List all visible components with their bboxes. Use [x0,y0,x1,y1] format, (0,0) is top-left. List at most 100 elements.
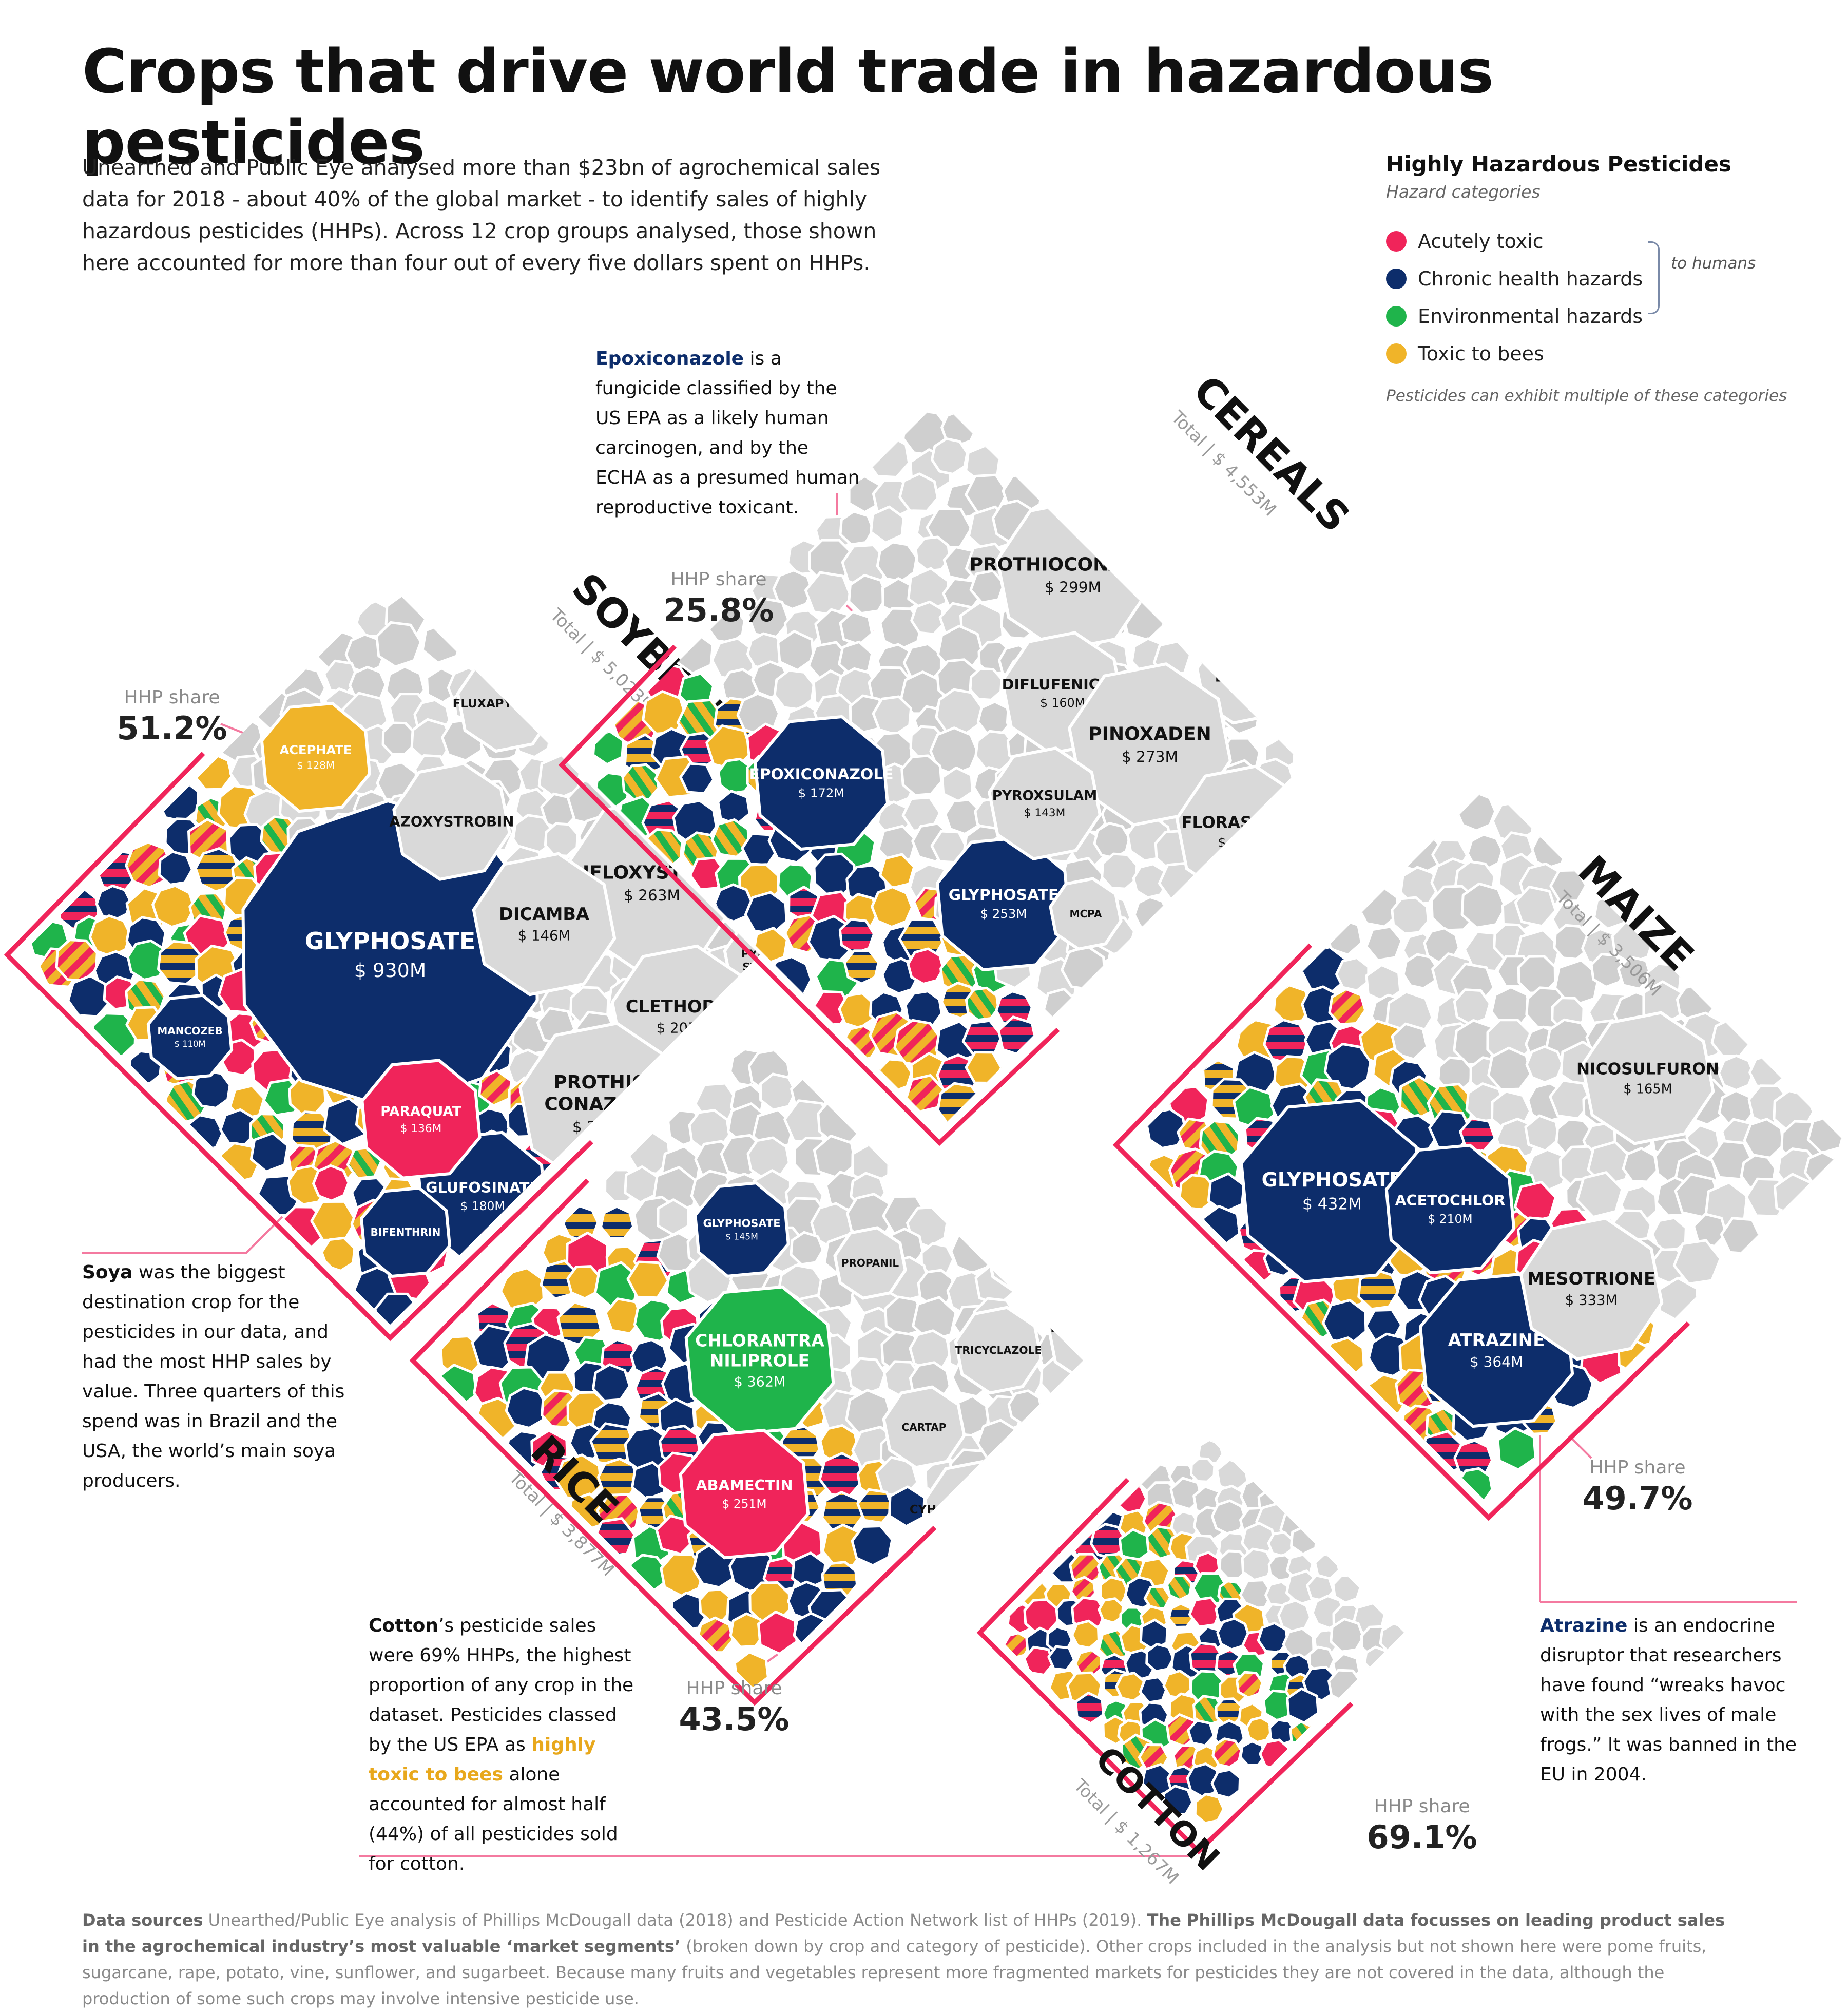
non-hhp-cell [1379,1622,1404,1655]
non-hhp-named-cell [392,762,511,881]
hhp-cell [1143,1585,1172,1611]
cell-label: PINOXADEN [1088,723,1211,744]
non-hhp-cell [1101,852,1139,890]
cell-label: GLYPHOSATE [703,1217,781,1230]
leader-line [82,1216,283,1254]
hhp-share-label: HHP share [1589,1457,1685,1478]
annotation-highlight-bees: highly toxic to bees [369,1734,596,1785]
cell-label: FLUFENACET [1051,423,1135,436]
epoxiconazole-annotation: Epoxiconazole is a fungicide classified … [595,344,862,523]
hhp-cell [1496,1427,1537,1471]
cell-value: $ 136M [400,1122,442,1135]
leader-line [220,723,247,735]
non-hhp-cell [1290,1524,1318,1556]
non-hhp-cell [1363,1645,1390,1672]
cell-label: GLYPHOSATE [1262,1168,1403,1191]
leader-line [1570,1436,1592,1459]
hhp-cell [1211,1737,1243,1769]
hhp-share-value: 25.8% [663,591,774,629]
non-hhp-cell [1514,885,1557,928]
non-hhp-cell [839,610,874,646]
non-hhp-cell [773,669,815,711]
hhp-cell [156,778,200,823]
non-hhp-cell [1093,822,1131,859]
annotation-highlight: Cotton [369,1615,438,1636]
cell-label: NICOSULFURON [1576,1060,1719,1079]
hhp-cell [310,1200,357,1241]
soya-annotation: Soya was the biggest destination crop fo… [82,1258,349,1496]
non-hhp-cell [848,573,888,615]
hhp-cell [965,1051,1003,1084]
non-hhp-cell [1456,791,1497,832]
hhp-cell [627,1554,667,1594]
non-hhp-cell [1335,956,1370,992]
hhp-cell [888,1485,926,1528]
hhp-cell [1245,1716,1273,1744]
cell-label: GLUFOSINATE [426,1179,540,1196]
cell-group [1003,1438,1404,1825]
cell-value: $ 172M [798,785,845,800]
hhp-cell [1069,1553,1103,1586]
chronic-dot-icon [1386,268,1407,289]
hhp-cell [1272,984,1313,1024]
hhp-share-value: 51.2% [117,710,227,747]
hhp-named-cell [1384,1143,1516,1275]
non-hhp-cell [772,569,814,610]
cell-value: $ 146M [518,928,571,944]
cell-value: $ 273M [1122,748,1178,765]
cell-label: BIXAFEN [1215,672,1269,685]
legend: Highly Hazardous Pesticides Hazard categ… [1386,151,1807,405]
non-hhp-cell [1575,1171,1624,1218]
hhp-frame [1112,943,1690,1521]
annotation-highlight: Epoxiconazole [595,348,744,369]
hhp-cell [717,790,751,826]
hhp-share-value: 69.1% [1366,1818,1477,1856]
non-hhp-cell [1365,925,1403,962]
cell-value: $ 270M [572,1118,629,1136]
annotation-text: is a fungicide classified by the US EPA … [595,348,860,518]
non-hhp-cell [1460,882,1507,929]
cell-label: PROTHIOCONAZOLE [970,554,1177,575]
cell-label: PROPANIL [841,1257,899,1269]
cell-label: TEBUCONAZOLE [1138,951,1244,965]
cell-label: PENOXSULAM [1050,1322,1141,1335]
cell-label: GLYPHOSATE [949,886,1059,904]
hhp-share-label: HHP share [686,1678,782,1699]
annotation-highlight: Atrazine [1540,1615,1628,1636]
non-hhp-cell [1327,1669,1363,1703]
non-hhp-named-cell [1046,1285,1083,1385]
hhp-cell [851,1525,894,1567]
non-hhp-named-cell [1049,877,1123,951]
hhp-named-cell [260,701,372,813]
cell-label: FLUXAPYROXAD [1341,726,1441,739]
non-hhp-cell [1531,831,1569,869]
hhp-named-cell [360,1059,482,1180]
hhp-cell [1099,1576,1129,1606]
hhp-cell [838,992,875,1029]
hhp-frame [409,1178,937,1706]
non-hhp-cell [1743,1118,1784,1159]
hhp-cell [249,1132,290,1173]
non-hhp-cell [969,667,1003,701]
legend-label: Toxic to bees [1418,342,1544,365]
hhp-cell [1187,1719,1216,1747]
non-hhp-cell [1330,1618,1365,1653]
non-hhp-named-cell [882,1385,966,1469]
cell-value: $ 125M [1078,1337,1114,1348]
hhp-cell [1145,1642,1175,1673]
non-hhp-cell [1133,895,1169,932]
hhp-cell [752,927,788,965]
hhp-share-label: HHP share [1374,1796,1470,1817]
non-hhp-cell [1590,953,1626,988]
non-hhp-cell [421,622,461,664]
annotation-highlight: Soya [82,1262,133,1283]
hhp-cell [186,1114,224,1153]
environment-dot-icon [1386,305,1407,327]
hhp-cell [157,940,203,986]
legend-label: Acutely toxic [1418,229,1544,253]
cell-label: EPOXICONAZOLE [749,765,894,783]
legend-subtitle: Hazard categories [1386,182,1541,202]
crop-maize: GLYPHOSATE $ 432M ACETOCHLOR $ 210M ATRAZINE… [1112,791,1846,1521]
non-hhp-cell [969,569,1006,604]
